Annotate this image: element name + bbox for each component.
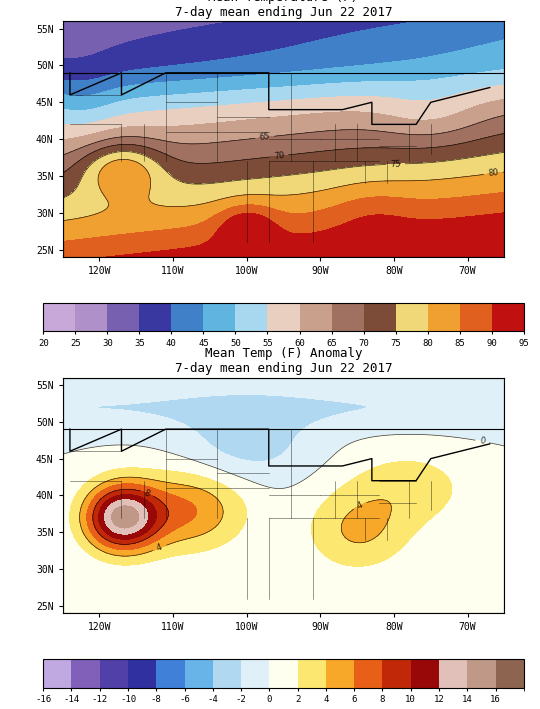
Title: Mean Temperature (F)
7-day mean ending Jun 22 2017: Mean Temperature (F) 7-day mean ending J… bbox=[175, 0, 392, 18]
Text: 75: 75 bbox=[390, 160, 401, 169]
Text: 0: 0 bbox=[479, 437, 485, 447]
Text: 4: 4 bbox=[156, 543, 164, 553]
Title: Mean Temp (F) Anomaly
7-day mean ending Jun 22 2017: Mean Temp (F) Anomaly 7-day mean ending … bbox=[175, 347, 392, 375]
Text: 8: 8 bbox=[143, 488, 151, 498]
Text: 80: 80 bbox=[488, 168, 499, 179]
Text: 4: 4 bbox=[356, 501, 364, 510]
Text: 65: 65 bbox=[259, 133, 271, 143]
Text: 70: 70 bbox=[274, 151, 285, 161]
